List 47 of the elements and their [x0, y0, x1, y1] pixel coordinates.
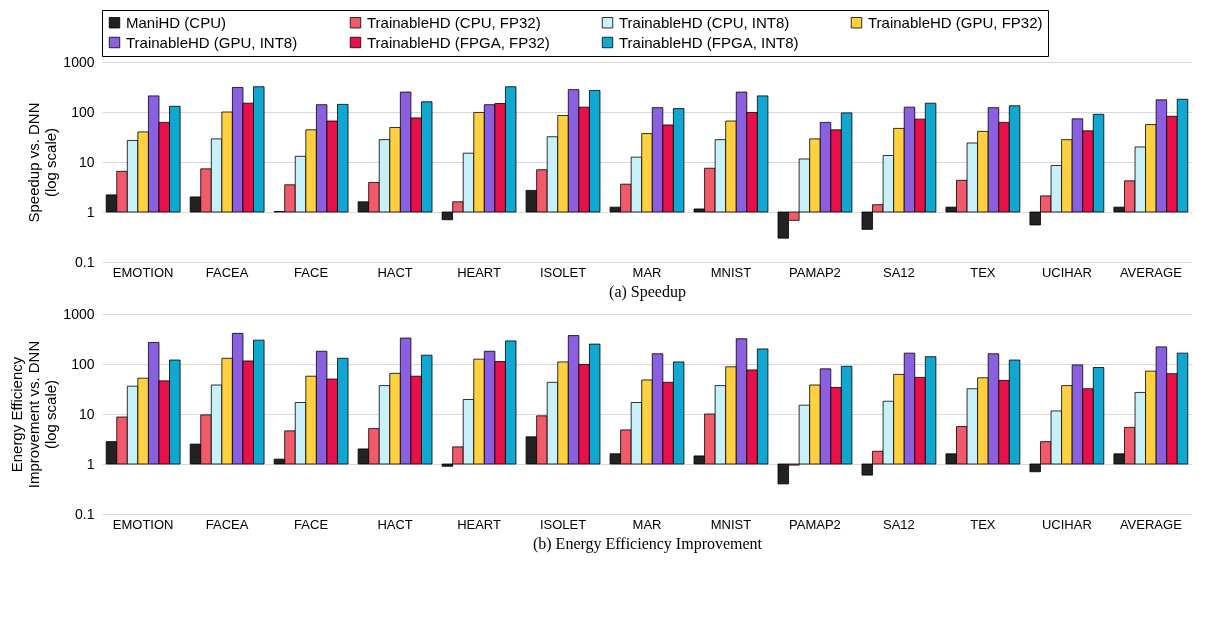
x-axis-title: (b) Energy Efficiency Improvement — [532, 534, 763, 553]
x-tick-label: UCIHAR — [1041, 516, 1092, 532]
x-tick-label: MAR — [632, 264, 662, 280]
y-tick-label: 1 — [86, 455, 95, 472]
y-tick-label: 10 — [78, 153, 95, 170]
legend-label: TrainableHD (FPGA, INT8) — [619, 33, 799, 51]
x-tick-label: MAR — [632, 516, 662, 532]
y-tick-label: 1 — [86, 203, 95, 220]
x-tick-label: UCIHAR — [1041, 264, 1092, 280]
legend-label: TrainableHD (CPU, FP32) — [367, 13, 541, 31]
legend-label: TrainableHD (GPU, FP32) — [868, 13, 1043, 31]
x-tick-label: PAMAP2 — [789, 264, 841, 280]
x-tick-label: HACT — [377, 264, 413, 280]
x-tick-label: MNIST — [710, 516, 752, 532]
x-tick-label: HEART — [457, 264, 502, 280]
y-tick-label: 100 — [71, 103, 95, 120]
legend-label: TrainableHD (FPGA, FP32) — [367, 33, 550, 51]
y-tick-label: 10 — [78, 405, 95, 422]
y-axis-title: Energy Efficiency Improvement vs. DNN (log scale) — [8, 340, 60, 489]
legend-label: TrainableHD (GPU, INT8) — [126, 33, 298, 51]
x-tick-label: HEART — [457, 516, 502, 532]
x-tick-label: EMOTION — [112, 264, 174, 280]
x-tick-label: SA12 — [883, 264, 915, 280]
y-axis-title: Speedup vs. DNN (log scale) — [25, 102, 60, 223]
x-tick-label: ISOLET — [539, 516, 587, 532]
x-tick-label: SA12 — [883, 516, 915, 532]
y-tick-label: 0.1 — [75, 253, 95, 270]
x-tick-label: TEX — [970, 264, 996, 280]
y-tick-label: 1000 — [63, 305, 95, 322]
x-tick-label: TEX — [970, 516, 996, 532]
x-tick-label: HACT — [377, 516, 413, 532]
x-tick-label: MNIST — [710, 264, 752, 280]
x-tick-label: FACEA — [205, 516, 249, 532]
legend-label: TrainableHD (CPU, INT8) — [619, 13, 790, 31]
x-tick-label: PAMAP2 — [789, 516, 841, 532]
x-tick-label: AVERAGE — [1119, 516, 1183, 532]
x-tick-label: EMOTION — [112, 516, 174, 532]
x-tick-label: FACE — [294, 264, 329, 280]
x-tick-label: FACE — [294, 516, 329, 532]
y-tick-label: 1000 — [63, 53, 95, 70]
x-axis-title: (a) Speedup — [609, 282, 686, 301]
legend-label: ManiHD (CPU) — [126, 13, 227, 31]
x-tick-label: FACEA — [205, 264, 249, 280]
y-tick-label: 100 — [71, 355, 95, 372]
x-tick-label: AVERAGE — [1119, 264, 1183, 280]
x-tick-label: ISOLET — [539, 264, 587, 280]
y-tick-label: 0.1 — [75, 505, 95, 522]
